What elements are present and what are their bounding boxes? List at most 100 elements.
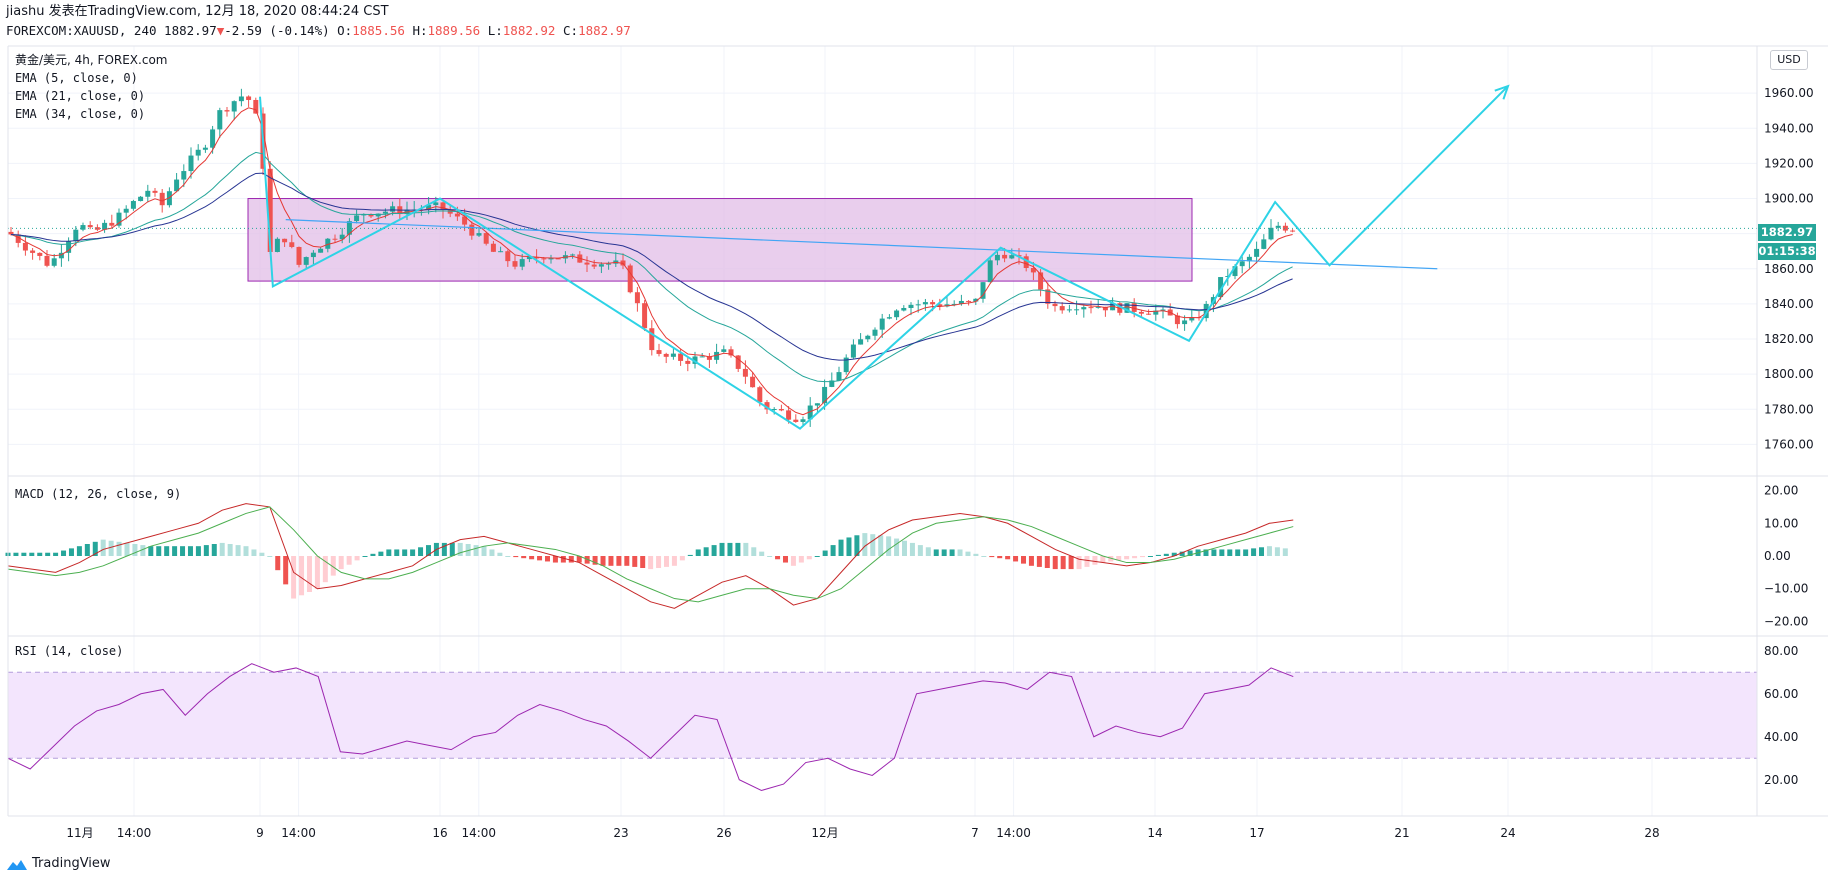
candle <box>426 205 432 210</box>
macd-bar <box>838 539 844 556</box>
candle <box>512 261 518 267</box>
macd-bar <box>180 546 186 556</box>
macd-bar <box>1171 552 1177 556</box>
macd-bar <box>132 544 138 556</box>
candle <box>778 409 784 411</box>
macd-bar <box>1132 556 1138 559</box>
candle <box>937 304 943 307</box>
rsi-axis-label: 20.00 <box>1764 773 1798 787</box>
macd-bar <box>314 556 320 589</box>
candle <box>310 252 316 258</box>
macd-bar <box>140 545 146 556</box>
candle <box>930 302 936 305</box>
macd-bar <box>465 544 471 556</box>
candle <box>22 242 28 251</box>
candle <box>1066 309 1072 311</box>
macd-bar <box>21 552 27 556</box>
candle <box>490 243 496 252</box>
macd-bar <box>679 556 685 561</box>
macd-bar <box>473 545 479 556</box>
macd-bar <box>1147 556 1153 557</box>
macd-bar <box>1092 556 1098 565</box>
candle <box>1218 277 1224 298</box>
macd-bar <box>306 556 312 592</box>
legend-ema5[interactable]: EMA (5, close, 0) <box>15 71 138 85</box>
macd-bar <box>92 541 98 556</box>
candle <box>829 380 835 387</box>
candle <box>1131 303 1137 312</box>
time-axis-label: 11月 <box>66 826 93 840</box>
macd-bar <box>806 556 812 560</box>
macd-bar <box>862 533 868 556</box>
macd-bar <box>370 553 376 556</box>
candle <box>382 211 388 214</box>
macd-bar <box>187 546 193 556</box>
candle <box>476 233 482 236</box>
candle <box>339 234 345 240</box>
open-value: 1885.56 <box>352 23 405 38</box>
macd-bar <box>84 544 90 556</box>
macd-bar <box>37 552 43 556</box>
candle <box>836 372 842 381</box>
macd-bar <box>981 556 987 557</box>
candle <box>1052 303 1058 307</box>
macd-bar <box>949 549 955 556</box>
tradingview-brand[interactable]: TradingView <box>6 856 111 871</box>
candle <box>786 410 792 420</box>
macd-bar <box>322 556 328 583</box>
macd-bar <box>1076 556 1082 570</box>
low-value: 1882.92 <box>502 23 556 38</box>
macd-bar <box>941 549 947 556</box>
macd-bar <box>1243 549 1249 556</box>
macd-bar <box>410 549 416 556</box>
rsi-axis-label: 40.00 <box>1764 730 1798 744</box>
candle <box>894 310 900 318</box>
candle <box>152 190 158 193</box>
candle <box>1002 254 1008 259</box>
candle <box>915 304 921 306</box>
candle <box>1182 320 1188 325</box>
time-axis-label: 26 <box>716 826 731 840</box>
candle <box>606 263 612 265</box>
macd-bar <box>957 549 963 556</box>
candle <box>692 356 698 364</box>
legend-ema34[interactable]: EMA (34, close, 0) <box>15 107 146 121</box>
legend-macd[interactable]: MACD (12, 26, close, 9) <box>15 487 182 501</box>
candle <box>318 248 324 253</box>
candle <box>130 201 136 209</box>
time-axis-label: 17 <box>1249 826 1264 840</box>
legend-ema21[interactable]: EMA (21, close, 0) <box>15 89 146 103</box>
macd-bar <box>425 545 431 556</box>
macd-bar <box>378 551 384 556</box>
candle <box>886 317 892 319</box>
time-axis-label: 14:00 <box>281 826 316 840</box>
macd-bar <box>965 551 971 556</box>
time-axis-label: 7 <box>971 826 979 840</box>
candle <box>390 206 396 212</box>
candle <box>1138 311 1144 314</box>
candle <box>634 292 640 304</box>
candle <box>843 357 849 373</box>
candle <box>721 349 727 352</box>
candle <box>188 155 194 172</box>
macd-bar <box>997 556 1003 559</box>
candle <box>764 402 770 410</box>
symbol-label: FOREXCOM:XAUUSD, 240 <box>6 23 157 38</box>
rsi-band <box>8 672 1757 759</box>
candle <box>210 129 216 148</box>
macd-bar <box>973 553 979 556</box>
macd-bar <box>513 556 519 558</box>
candle <box>901 307 907 311</box>
change-value: -2.59 (-0.14%) <box>224 23 330 38</box>
macd-bar <box>211 544 217 556</box>
legend-rsi[interactable]: RSI (14, close) <box>15 644 124 658</box>
candle <box>1268 227 1274 240</box>
tradingview-logo-icon <box>7 859 27 870</box>
candle <box>1102 306 1108 311</box>
macd-bar <box>782 556 788 563</box>
macd-bar <box>1219 549 1225 556</box>
candle <box>267 168 273 252</box>
close-label: C: <box>563 23 579 38</box>
currency-badge[interactable]: USD <box>1770 50 1808 70</box>
